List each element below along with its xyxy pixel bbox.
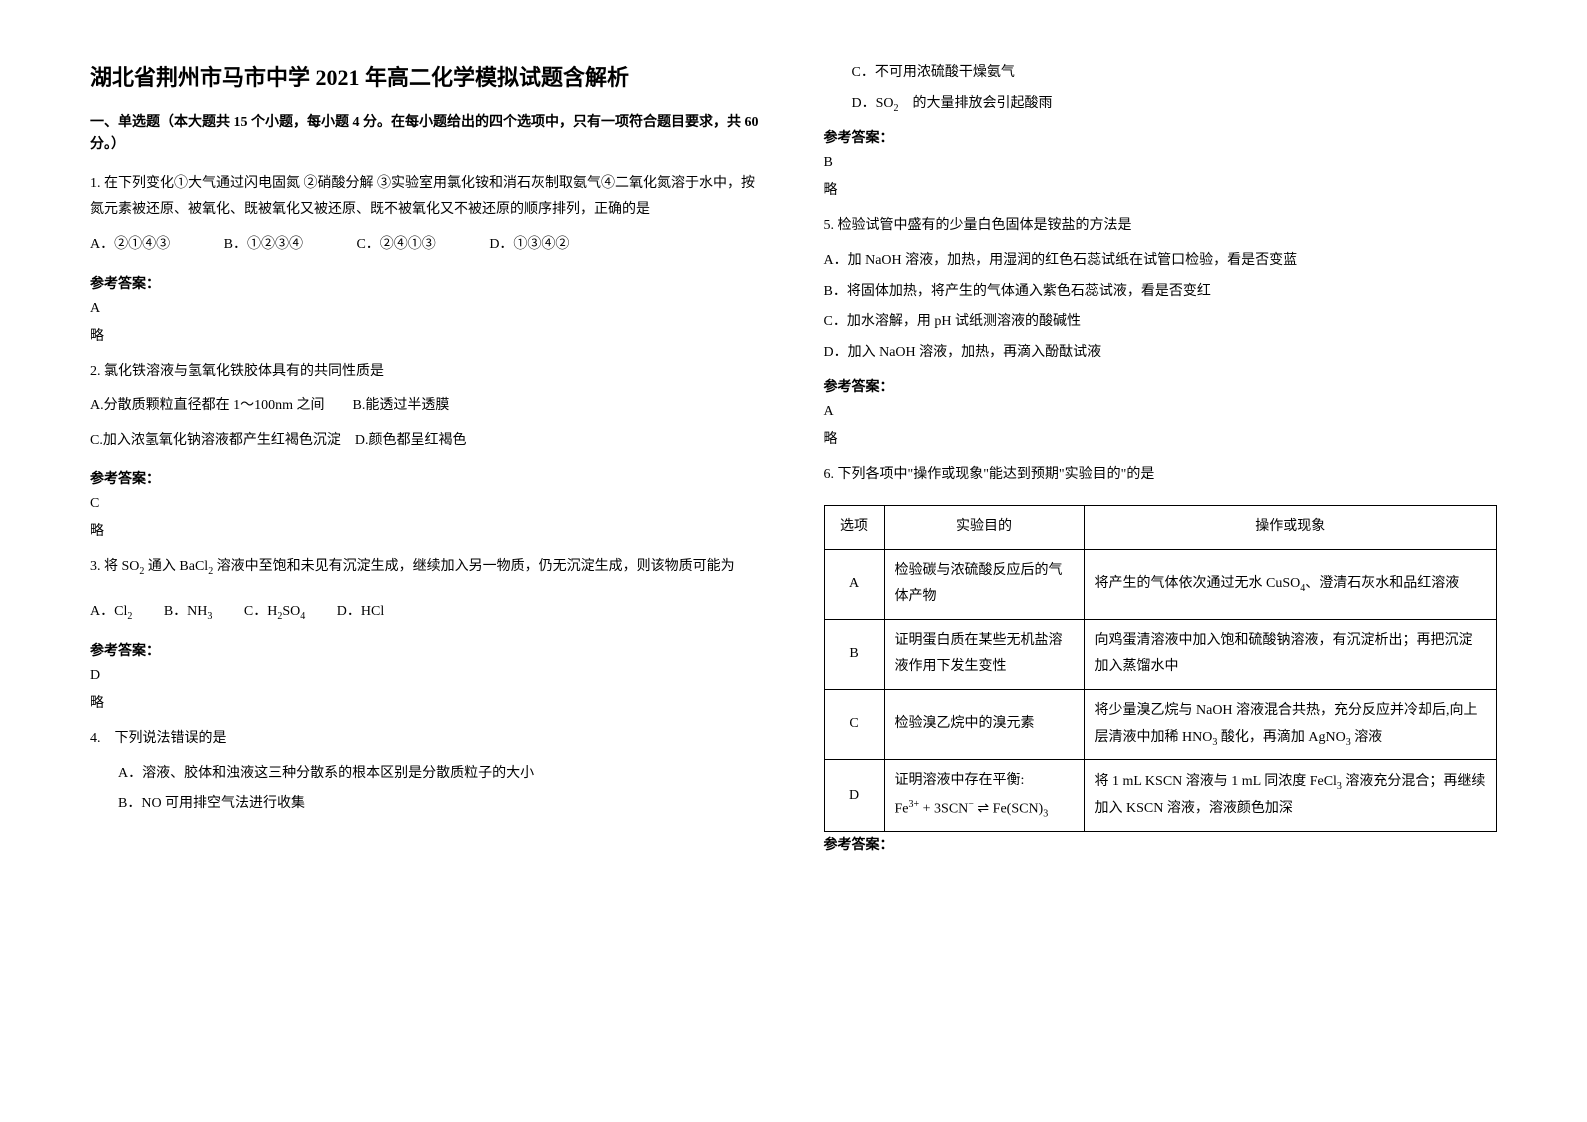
q3-optB: B．NH3 xyxy=(164,604,213,619)
q4-optA: A．溶液、胶体和浊液这三种分散系的根本区别是分散质粒子的大小 xyxy=(90,761,764,788)
th-option: 选项 xyxy=(824,505,884,549)
left-column: 湖北省荆州市马市中学 2021 年高二化学模拟试题含解析 一、单选题（本大题共 … xyxy=(90,60,764,1062)
q5-optD: D．加入 NaOH 溶液，加热，再滴入酚酞试液 xyxy=(824,340,1498,367)
th-operation: 操作或现象 xyxy=(1084,505,1497,549)
q3-optD: D．HCl xyxy=(337,604,384,619)
q1-optD: D．①③④② xyxy=(489,237,569,252)
q1-optA: A．②①④③ xyxy=(90,237,170,252)
rowB-opt: B xyxy=(824,619,884,689)
table-row: A 检验碳与浓硫酸反应后的气体产物 将产生的气体依次通过无水 CuSO4、澄清石… xyxy=(824,549,1497,619)
rowD-purpose: 证明溶液中存在平衡: Fe3+ + 3SCN− ⇌ Fe(SCN)3 xyxy=(884,760,1084,832)
q1-optB: B．①②③④ xyxy=(224,237,303,252)
table-row: D 证明溶液中存在平衡: Fe3+ + 3SCN− ⇌ Fe(SCN)3 将 1… xyxy=(824,760,1497,832)
q3-brief: 略 xyxy=(90,692,764,712)
q5-answer-label: 参考答案： xyxy=(824,376,1498,396)
q2-answer: C xyxy=(90,496,764,512)
q3-answer: D xyxy=(90,668,764,684)
section-header: 一、单选题（本大题共 15 个小题，每小题 4 分。在每小题给出的四个选项中，只… xyxy=(90,112,764,157)
rowD-opt: D xyxy=(824,760,884,832)
q1-answer: A xyxy=(90,301,764,317)
q4-answer: B xyxy=(824,155,1498,171)
q1-text: 1. 在下列变化①大气通过闪电固氮 ②硝酸分解 ③实验室用氯化铵和消石灰制取氨气… xyxy=(90,171,764,224)
right-column: C．不可用浓硫酸干燥氨气 D．SO2 的大量排放会引起酸雨 参考答案： B 略 … xyxy=(824,60,1498,1062)
q6-text: 6. 下列各项中"操作或现象"能达到预期"实验目的"的是 xyxy=(824,462,1498,489)
q2-text: 2. 氯化铁溶液与氢氧化铁胶体具有的共同性质是 xyxy=(90,359,764,386)
q5-brief: 略 xyxy=(824,428,1498,448)
q5-answer: A xyxy=(824,404,1498,420)
page-title: 湖北省荆州市马市中学 2021 年高二化学模拟试题含解析 xyxy=(90,60,764,92)
q2-optC: C.加入浓氢氧化钠溶液都产生红褐色沉淀 xyxy=(90,433,341,448)
q6-table: 选项 实验目的 操作或现象 A 检验碳与浓硫酸反应后的气体产物 将产生的气体依次… xyxy=(824,505,1498,832)
q2-brief: 略 xyxy=(90,520,764,540)
q2-optD: D.颜色都呈红褐色 xyxy=(355,433,467,448)
rowC-operation: 将少量溴乙烷与 NaOH 溶液混合共热，充分反应并冷却后,向上层清液中加稀 HN… xyxy=(1084,689,1497,759)
table-row: B 证明蛋白质在某些无机盐溶液作用下发生变性 向鸡蛋清溶液中加入饱和硫酸钠溶液，… xyxy=(824,619,1497,689)
rowA-operation: 将产生的气体依次通过无水 CuSO4、澄清石灰水和品红溶液 xyxy=(1084,549,1497,619)
q2-options-line1: A.分散质颗粒直径都在 1～100nm 之间 B.能透过半透膜 xyxy=(90,393,764,420)
q1-answer-label: 参考答案： xyxy=(90,273,764,293)
q4-text: 4. 下列说法错误的是 xyxy=(90,726,764,753)
q3-options: A．Cl2 B．NH3 C．H2SO4 D．HCl xyxy=(90,599,764,626)
q5-optB: B．将固体加热，将产生的气体通入紫色石蕊试液，看是否变红 xyxy=(824,279,1498,306)
rowC-purpose: 检验溴乙烷中的溴元素 xyxy=(884,689,1084,759)
q3-optC: C．H2SO4 xyxy=(244,604,305,619)
table-header-row: 选项 实验目的 操作或现象 xyxy=(824,505,1497,549)
rowA-opt: A xyxy=(824,549,884,619)
q2-answer-label: 参考答案： xyxy=(90,468,764,488)
q5-optA: A．加 NaOH 溶液，加热，用湿润的红色石蕊试纸在试管口检验，看是否变蓝 xyxy=(824,248,1498,275)
q4-optC: C．不可用浓硫酸干燥氨气 xyxy=(824,60,1498,87)
rowD-operation: 将 1 mL KSCN 溶液与 1 mL 同浓度 FeCl3 溶液充分混合；再继… xyxy=(1084,760,1497,832)
q3-text: 3. 将 SO2 通入 BaCl2 溶液中至饱和未见有沉淀生成，继续加入另一物质… xyxy=(90,554,764,581)
q3-optA: A．Cl2 xyxy=(90,604,132,619)
q1-optC: C．②④①③ xyxy=(356,237,435,252)
rowA-purpose: 检验碳与浓硫酸反应后的气体产物 xyxy=(884,549,1084,619)
q4-optD: D．SO2 的大量排放会引起酸雨 xyxy=(824,91,1498,118)
q5-optC: C．加水溶解，用 pH 试纸测溶液的酸碱性 xyxy=(824,309,1498,336)
q2-options-line2: C.加入浓氢氧化钠溶液都产生红褐色沉淀 D.颜色都呈红褐色 xyxy=(90,428,764,455)
q4-brief: 略 xyxy=(824,179,1498,199)
q4-answer-label: 参考答案： xyxy=(824,127,1498,147)
q1-brief: 略 xyxy=(90,325,764,345)
th-purpose: 实验目的 xyxy=(884,505,1084,549)
rowC-opt: C xyxy=(824,689,884,759)
q6-answer-label: 参考答案： xyxy=(824,834,1498,854)
table-row: C 检验溴乙烷中的溴元素 将少量溴乙烷与 NaOH 溶液混合共热，充分反应并冷却… xyxy=(824,689,1497,759)
rowB-operation: 向鸡蛋清溶液中加入饱和硫酸钠溶液，有沉淀析出；再把沉淀加入蒸馏水中 xyxy=(1084,619,1497,689)
q3-answer-label: 参考答案： xyxy=(90,640,764,660)
q1-options: A．②①④③ B．①②③④ C．②④①③ D．①③④② xyxy=(90,232,764,259)
q2-optB: B.能透过半透膜 xyxy=(353,398,450,413)
q5-text: 5. 检验试管中盛有的少量白色固体是铵盐的方法是 xyxy=(824,213,1498,240)
rowB-purpose: 证明蛋白质在某些无机盐溶液作用下发生变性 xyxy=(884,619,1084,689)
q2-optA: A.分散质颗粒直径都在 1～100nm 之间 xyxy=(90,398,325,413)
q4-optB: B．NO 可用排空气法进行收集 xyxy=(90,791,764,818)
